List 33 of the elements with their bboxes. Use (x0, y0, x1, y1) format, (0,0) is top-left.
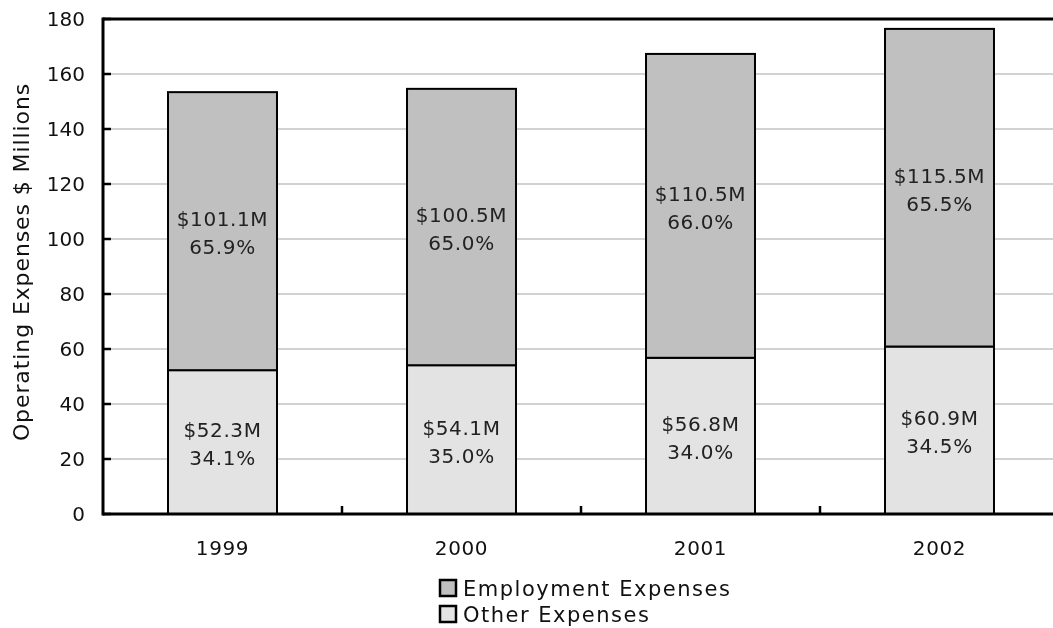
y-tick-label: 60 (59, 337, 85, 361)
y-tick-label: 160 (46, 62, 85, 86)
x-tick-label: 2000 (434, 536, 489, 560)
legend-label: Other Expenses (463, 603, 651, 627)
y-tick-label: 40 (59, 392, 85, 416)
y-tick-label: 100 (46, 227, 85, 251)
data-label: $60.9M (900, 406, 979, 431)
y-tick-label: 120 (46, 172, 85, 196)
data-label: $101.1M (176, 207, 269, 232)
x-tick-label: 1999 (195, 536, 250, 560)
annotation: 34.1% (189, 446, 256, 471)
data-label: $100.5M (415, 203, 508, 228)
y-tick-label: 80 (59, 282, 85, 306)
x-tick-label: 2001 (673, 536, 728, 560)
y-axis-title: Operating Expenses $ Millions (8, 82, 34, 442)
annotation: 35.0% (428, 443, 495, 468)
data-label: $52.3M (183, 418, 262, 443)
annotation: 65.9% (189, 235, 256, 260)
y-tick-label: 0 (72, 502, 85, 526)
annotation: 34.5% (906, 434, 973, 459)
annotation: 66.0% (667, 209, 734, 234)
y-tick-label: 20 (59, 447, 85, 471)
annotation: 65.0% (428, 231, 495, 256)
x-tick-label: 2002 (912, 536, 967, 560)
data-label: $54.1M (422, 415, 501, 440)
data-label: $56.8M (661, 411, 740, 436)
y-tick-label: 180 (46, 7, 85, 31)
y-tick-label: 140 (46, 117, 85, 141)
annotation: 34.0% (667, 439, 734, 464)
annotation: 65.5% (906, 191, 973, 216)
data-label: $110.5M (654, 181, 747, 206)
data-label: $115.5M (893, 163, 986, 188)
legend-label: Employment Expenses (463, 577, 732, 601)
